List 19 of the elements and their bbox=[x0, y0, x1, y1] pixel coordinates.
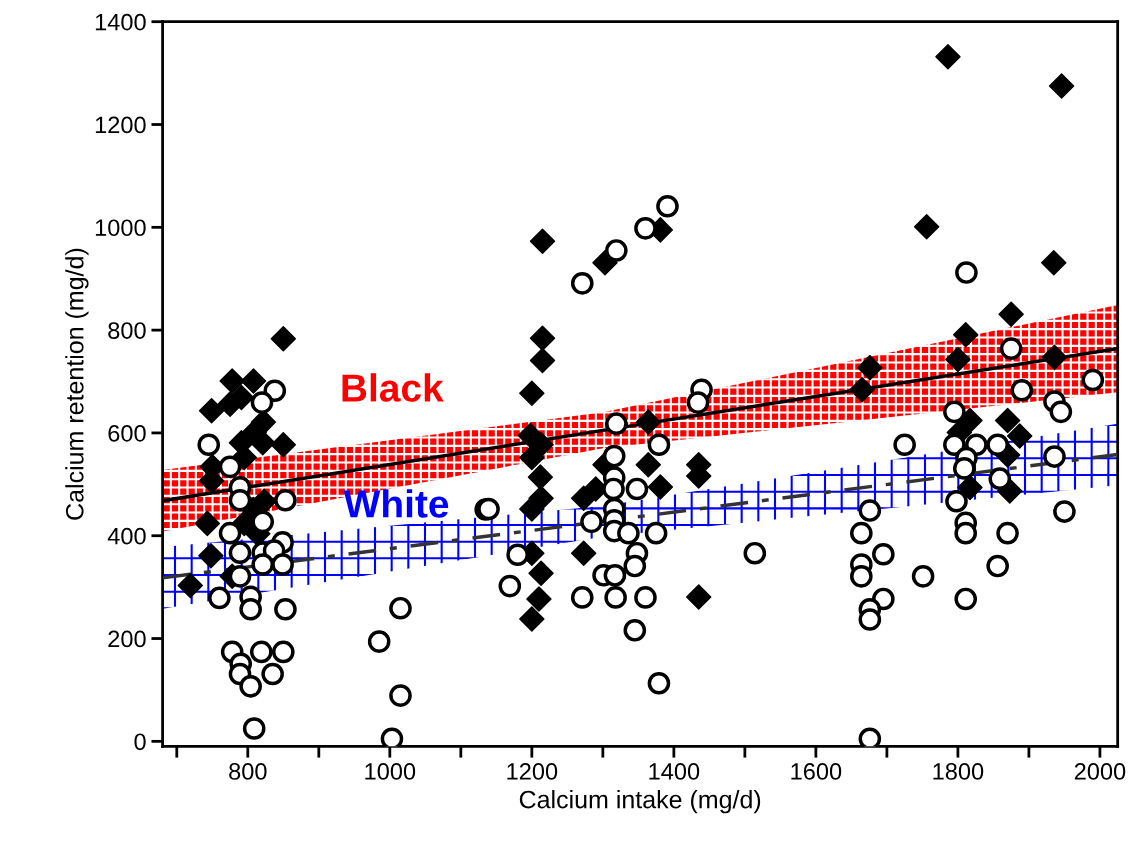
y-tick-label: 0 bbox=[134, 733, 146, 751]
x-tick-label: 1400 bbox=[649, 763, 700, 780]
y-tick-label: 600 bbox=[108, 424, 146, 442]
y-tick-label: 1200 bbox=[95, 116, 146, 134]
x-tick-label: 1800 bbox=[933, 763, 984, 780]
y-axis-title: Calcium retention (mg/d) bbox=[65, 248, 89, 520]
y-tick-label: 1400 bbox=[95, 13, 146, 31]
series-label: Black bbox=[342, 373, 444, 402]
x-tick-label: 1200 bbox=[507, 763, 558, 780]
x-tick-label: 1000 bbox=[365, 763, 416, 780]
series-label: White bbox=[343, 489, 449, 518]
y-tick-label: 1000 bbox=[95, 219, 146, 237]
y-tick-label: 400 bbox=[107, 527, 146, 545]
x-tick-label: 1600 bbox=[791, 763, 842, 780]
y-tick-label: 800 bbox=[108, 322, 146, 339]
x-tick-label: 2000 bbox=[1074, 763, 1126, 780]
y-tick-label: 200 bbox=[108, 630, 146, 648]
x-axis-title: Calcium intake (mg/d) bbox=[519, 790, 761, 814]
x-tick-label: 800 bbox=[229, 763, 267, 780]
